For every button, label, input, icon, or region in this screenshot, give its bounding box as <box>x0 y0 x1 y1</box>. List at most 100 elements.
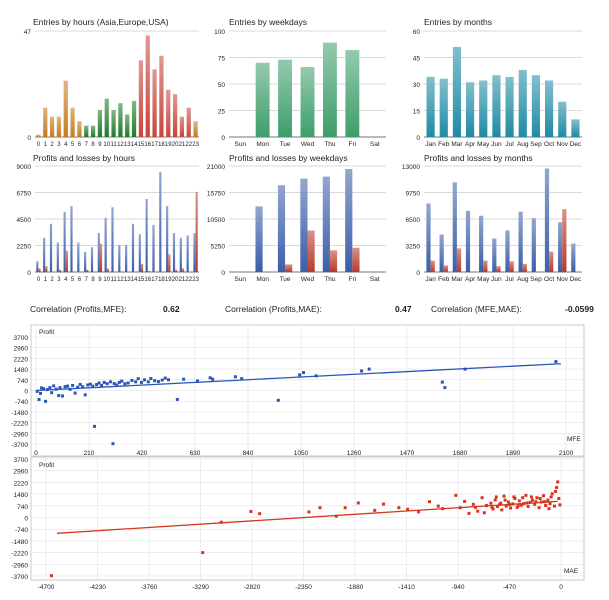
chart-title: Profits and losses by hours <box>33 153 135 163</box>
x-tick-label: 0 <box>37 277 41 283</box>
data-point <box>454 493 458 497</box>
y-tick-label: 25 <box>218 109 226 116</box>
bar-Apr <box>466 82 475 137</box>
bar-profits-2 <box>49 223 53 272</box>
y-tick-label: 2960 <box>14 346 29 353</box>
bar-8 <box>90 125 96 137</box>
bar-profits-Mar <box>452 182 457 272</box>
x-tick-label: 1260 <box>347 450 362 457</box>
x-tick-label: May <box>477 276 490 283</box>
data-point <box>258 512 262 516</box>
data-point <box>555 485 559 489</box>
bar-profits-Jun <box>492 238 497 272</box>
x-tick-label: Sat <box>370 141 380 148</box>
x-tick-label: 3 <box>57 142 61 148</box>
data-point <box>37 397 41 401</box>
y-tick-label: 3700 <box>14 457 29 464</box>
x-tick-label: 10 <box>103 142 110 148</box>
bar-Mon <box>255 62 270 137</box>
bar-profits-22 <box>186 235 189 272</box>
bar-profits-3 <box>56 242 59 272</box>
bar-losses-Jan <box>430 260 435 272</box>
bar-profits-17 <box>152 224 155 272</box>
y-tick-label: 1480 <box>14 367 29 374</box>
bar-profits-1 <box>43 237 46 272</box>
bar-profits-10 <box>104 217 107 272</box>
bar-profits-Fri <box>345 169 353 272</box>
data-point <box>120 379 124 383</box>
bar-6 <box>77 121 82 137</box>
y-tick-label: 10500 <box>207 217 225 224</box>
data-point <box>76 385 80 389</box>
data-point <box>57 394 61 398</box>
data-point <box>471 502 475 506</box>
data-point <box>126 381 130 385</box>
data-point <box>63 385 67 389</box>
y-tick-label: 2250 <box>17 244 32 251</box>
bar-losses-Wed <box>307 230 315 272</box>
data-point <box>91 384 95 388</box>
x-tick-label: -1410 <box>398 584 415 591</box>
bar-3 <box>56 116 62 137</box>
data-point <box>557 497 561 501</box>
bar-0 <box>36 134 41 137</box>
x-tick-label: 2100 <box>559 450 574 457</box>
bar-21 <box>179 116 185 137</box>
data-point <box>489 501 493 505</box>
bar-2 <box>49 116 55 137</box>
x-tick-label: Jan <box>425 141 436 148</box>
x-tick-label: 2 <box>50 142 54 148</box>
data-point <box>49 574 53 578</box>
y-tick-label: 5250 <box>211 244 226 251</box>
x-tick-label: Mar <box>451 276 463 283</box>
data-point <box>343 506 347 510</box>
data-point <box>93 424 97 428</box>
x-tick-label: Mon <box>256 276 269 283</box>
x-tick-label: -3290 <box>192 584 209 591</box>
y-tick-label: 13000 <box>402 164 420 171</box>
data-point <box>88 382 92 386</box>
bar-losses-23 <box>195 191 198 272</box>
chart-title: Entries by months <box>424 17 492 27</box>
data-point <box>111 442 115 446</box>
data-point <box>130 378 134 382</box>
x-tick-label: 420 <box>137 450 148 457</box>
bar-14 <box>131 100 137 137</box>
data-point <box>95 383 99 387</box>
data-point <box>546 498 550 502</box>
y-tick-label: 9750 <box>406 191 421 198</box>
x-tick-label: Thu <box>324 276 336 283</box>
x-tick-label: 22 <box>185 142 192 148</box>
x-tick-label: 1 <box>44 142 48 148</box>
bar-losses-Fri <box>352 247 360 272</box>
bar-17 <box>152 69 157 137</box>
bar-profits-19 <box>166 206 169 272</box>
correlation-value-profits-mae: 0.47 <box>395 304 412 314</box>
data-point <box>397 506 401 510</box>
x-tick-label: 18 <box>158 277 165 283</box>
x-tick-label: Sun <box>234 276 246 283</box>
y-tick-label: -1480 <box>11 539 28 546</box>
data-point <box>249 509 253 513</box>
x-tick-label: 20 <box>172 142 179 148</box>
correlation-label-profits-mfe: Correlation (Profits,MFE): <box>30 304 126 314</box>
y-tick-label: 0 <box>221 270 225 277</box>
bar-losses-May <box>483 260 488 272</box>
x-tick-label: Thu <box>324 141 336 148</box>
data-point <box>40 386 44 390</box>
bar-19 <box>166 89 171 137</box>
chart-title: Profits and losses by months <box>424 153 533 163</box>
y-tick-label: -3700 <box>11 574 28 581</box>
data-point <box>81 385 85 389</box>
data-point <box>61 394 64 398</box>
bar-Tue <box>278 59 293 138</box>
y-tick-label: 4500 <box>17 217 32 224</box>
bar-losses-0 <box>38 268 41 272</box>
data-point <box>480 496 484 500</box>
y-axis-label: Profit <box>39 329 54 336</box>
data-point <box>467 511 471 515</box>
y-tick-label: 50 <box>218 82 226 89</box>
x-tick-label: 5 <box>71 277 75 283</box>
bar-12 <box>118 103 123 137</box>
data-point <box>491 507 495 511</box>
